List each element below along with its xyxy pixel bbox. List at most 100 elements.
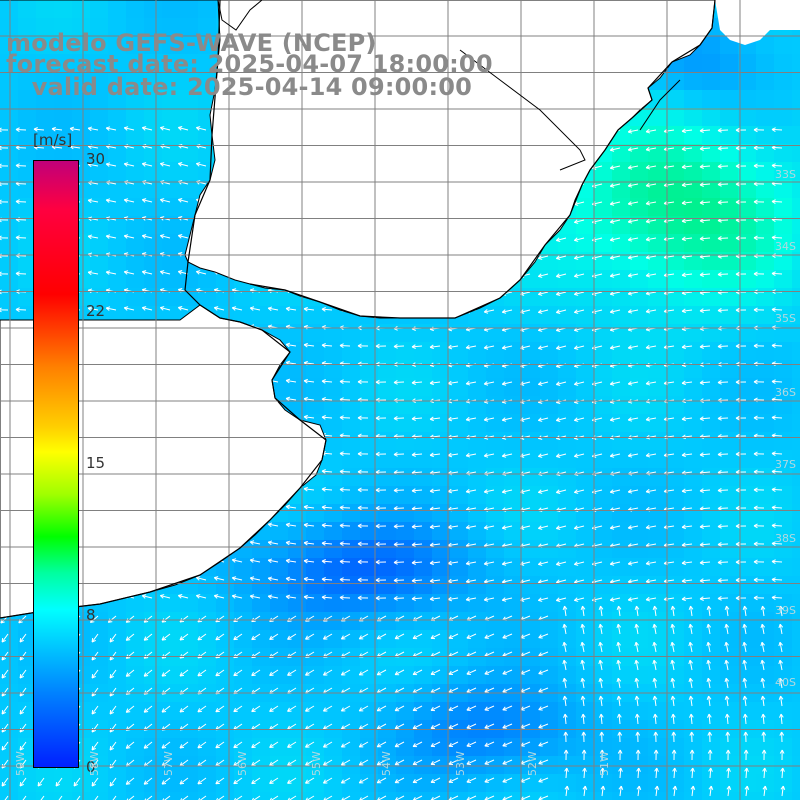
field-cell bbox=[738, 738, 756, 756]
field-cell bbox=[54, 792, 72, 800]
field-cell bbox=[612, 378, 630, 396]
wind-arrow-head bbox=[142, 180, 147, 183]
wind-arrow-head bbox=[88, 126, 93, 129]
field-cell bbox=[540, 558, 558, 576]
field-cell bbox=[324, 792, 342, 800]
wind-arrow-head bbox=[628, 311, 633, 314]
field-cell bbox=[18, 612, 36, 630]
field-cell bbox=[738, 234, 756, 252]
wind-arrow-head bbox=[681, 220, 686, 224]
wind-arrow-head bbox=[753, 183, 758, 187]
wind-arrow bbox=[88, 307, 99, 311]
field-cell bbox=[414, 468, 432, 486]
field-cell bbox=[684, 612, 702, 630]
field-cell bbox=[288, 792, 306, 800]
wind-arrow bbox=[88, 145, 99, 149]
field-cell bbox=[144, 702, 162, 720]
field-cell bbox=[684, 468, 702, 486]
field-cell bbox=[612, 360, 630, 378]
wind-arrow-head bbox=[610, 203, 615, 206]
field-cell bbox=[126, 666, 144, 684]
field-cell bbox=[648, 450, 666, 468]
field-cell bbox=[324, 666, 342, 684]
wind-arrow bbox=[646, 147, 657, 151]
field-cell bbox=[396, 792, 414, 800]
field-cell bbox=[18, 216, 36, 234]
field-cell bbox=[36, 774, 54, 792]
field-cell bbox=[378, 738, 396, 756]
field-cell bbox=[612, 180, 630, 198]
field-cell bbox=[540, 792, 558, 800]
wind-arrow-head bbox=[646, 293, 651, 296]
wind-arrow bbox=[339, 380, 351, 383]
field-cell bbox=[684, 450, 702, 468]
wind-arrow bbox=[304, 308, 315, 311]
field-cell bbox=[450, 792, 468, 800]
wind-arrow-head bbox=[681, 130, 686, 134]
wind-arrow bbox=[682, 165, 693, 168]
field-cell bbox=[522, 540, 540, 558]
field-cell bbox=[558, 522, 576, 540]
field-cell bbox=[720, 558, 738, 576]
wind-arrow-head bbox=[681, 218, 686, 222]
field-cell bbox=[576, 378, 594, 396]
wind-arrow bbox=[33, 128, 45, 131]
wind-arrow-head bbox=[771, 254, 776, 258]
field-cell bbox=[162, 54, 180, 72]
wind-arrow bbox=[699, 345, 711, 348]
field-cell bbox=[198, 18, 216, 36]
wind-arrow bbox=[286, 379, 297, 383]
field-cell bbox=[126, 756, 144, 774]
wind-arrow bbox=[160, 127, 171, 131]
field-cell bbox=[450, 504, 468, 522]
wind-arrow-head bbox=[123, 163, 128, 167]
wind-arrow-head bbox=[465, 380, 470, 385]
wind-arrow-head bbox=[717, 164, 722, 167]
wind-arrow bbox=[339, 344, 351, 347]
wind-arrow-head bbox=[69, 146, 74, 150]
field-cell bbox=[576, 612, 594, 630]
field-cell bbox=[540, 486, 558, 504]
wind-arrow-head bbox=[159, 271, 164, 275]
field-cell bbox=[468, 540, 486, 558]
field-cell bbox=[666, 738, 684, 756]
wind-arrow-head bbox=[627, 309, 632, 313]
field-cell bbox=[612, 396, 630, 414]
wind-arrow-head bbox=[0, 130, 2, 133]
wind-arrow-head bbox=[106, 234, 111, 237]
field-cell bbox=[774, 702, 792, 720]
field-cell bbox=[594, 432, 612, 450]
wind-arrow-head bbox=[627, 219, 632, 223]
field-cell bbox=[36, 36, 54, 54]
wind-arrow-head bbox=[699, 148, 704, 151]
field-cell bbox=[432, 738, 450, 756]
wind-arrow-head bbox=[178, 234, 183, 237]
field-cell bbox=[630, 702, 648, 720]
field-cell bbox=[522, 756, 540, 774]
field-cell bbox=[198, 270, 216, 288]
field-cell bbox=[792, 702, 800, 720]
field-cell bbox=[486, 630, 504, 648]
field-cell bbox=[684, 756, 702, 774]
wind-arrow bbox=[556, 273, 567, 277]
wind-arrow-head bbox=[106, 126, 111, 129]
field-cell bbox=[558, 594, 576, 612]
wind-arrow bbox=[15, 200, 27, 203]
wind-arrow-head bbox=[160, 198, 165, 201]
field-cell bbox=[792, 774, 800, 792]
field-cell bbox=[684, 774, 702, 792]
field-cell bbox=[756, 252, 774, 270]
wind-arrow-head bbox=[699, 184, 704, 187]
field-cell bbox=[648, 360, 666, 378]
field-cell bbox=[648, 774, 666, 792]
field-cell bbox=[666, 612, 684, 630]
wind-arrow-head bbox=[69, 128, 74, 132]
field-cell bbox=[324, 432, 342, 450]
field-cell bbox=[180, 738, 198, 756]
field-cell bbox=[162, 108, 180, 126]
wind-arrow-head bbox=[15, 271, 20, 274]
wind-arrow-head bbox=[375, 345, 380, 349]
field-cell bbox=[162, 90, 180, 108]
wind-arrow-head bbox=[285, 380, 290, 384]
field-cell bbox=[702, 504, 720, 522]
